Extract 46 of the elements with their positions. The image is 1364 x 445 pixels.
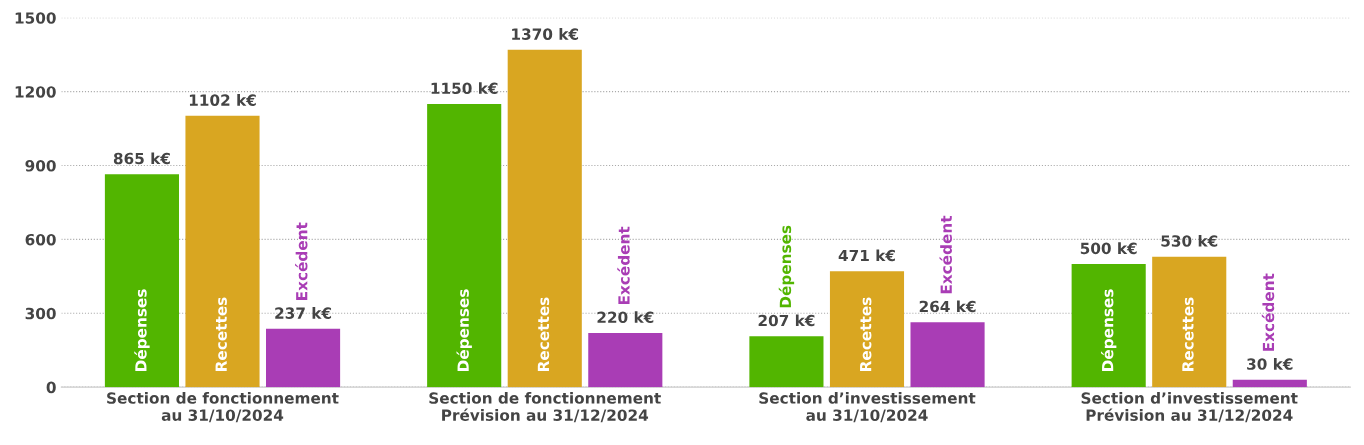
bar: [1071, 264, 1146, 388]
data-label: 207 k€: [758, 314, 815, 327]
bar: [266, 328, 341, 388]
data-label: 1150 k€: [431, 82, 498, 95]
y-tick-label: 1500: [15, 12, 56, 24]
data-label: 1370 k€: [512, 28, 579, 40]
bar: [1232, 379, 1307, 388]
y-tick-label: 0: [46, 381, 56, 394]
y-tick-label: 300: [25, 307, 56, 320]
bar: [507, 49, 582, 388]
bar: [749, 336, 824, 388]
text: Excédent: [617, 226, 630, 305]
data-label: 237 k€: [275, 307, 332, 319]
bar: [104, 174, 179, 388]
data-label: 30 k€: [1247, 358, 1293, 370]
text: Recettes: [1182, 297, 1194, 371]
x-tick-label: Section d’investissement au 31/10/2024: [759, 392, 976, 423]
data-label: 500 k€: [1080, 242, 1137, 255]
data-label: 1102 k€: [189, 94, 256, 106]
data-label: 220 k€: [597, 311, 654, 324]
series-label: Recettes: [215, 297, 227, 371]
data-label: 865 k€: [113, 152, 170, 165]
text: Dépenses: [456, 289, 472, 371]
x-tick-label: Section de fonctionnement Prévision au 31/12/2024: [429, 392, 661, 423]
data-label: 530 k€: [1161, 234, 1218, 247]
y-tick-label: 900: [25, 160, 56, 172]
x-tick-label: Section de fonctionnement au 31/10/2024: [107, 392, 339, 423]
bar: [910, 322, 985, 388]
text: Excédent: [295, 222, 308, 300]
bar: [427, 103, 502, 388]
bar: [185, 115, 260, 388]
y-tick-label: 600: [25, 233, 56, 246]
text: Dépenses: [778, 225, 795, 308]
bar: [829, 271, 905, 388]
text: Recettes: [537, 297, 550, 371]
bar: [588, 332, 663, 388]
data-label: 471 k€: [838, 249, 895, 262]
text: Excédent: [1261, 273, 1275, 351]
series-label: Dépenses: [134, 289, 150, 371]
bar: [1152, 256, 1227, 388]
text: Excédent: [939, 215, 952, 294]
data-label: 264 k€: [919, 300, 976, 313]
y-tick-label: 1200: [15, 86, 56, 98]
text: Dépenses: [1100, 289, 1117, 371]
x-tick-label: Section d’investissement Prévision au 31/12/2024: [1081, 392, 1298, 423]
text: Recettes: [860, 297, 872, 371]
